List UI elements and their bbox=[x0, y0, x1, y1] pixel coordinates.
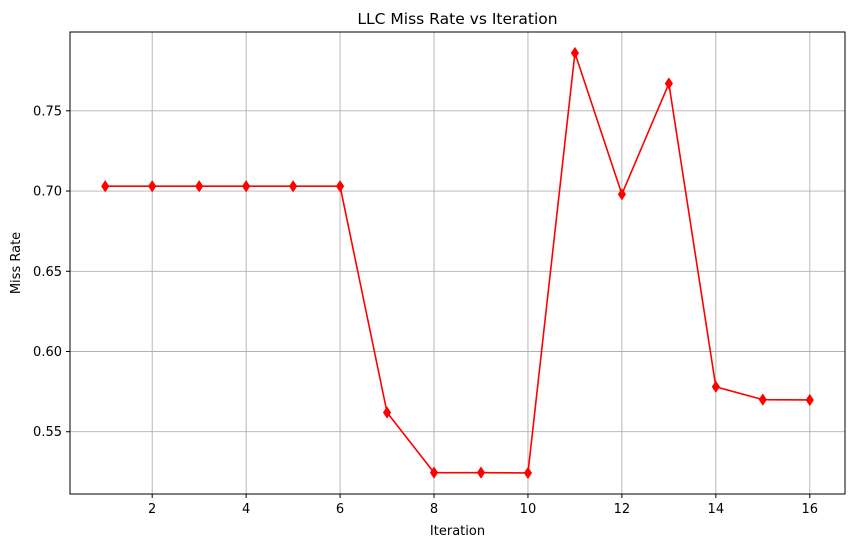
chart-title: LLC Miss Rate vs Iteration bbox=[357, 10, 557, 28]
y-tick-label: 0.70 bbox=[33, 185, 62, 200]
y-tick-label: 0.60 bbox=[33, 345, 62, 360]
data-point-marker bbox=[758, 393, 767, 406]
data-point-marker bbox=[195, 180, 204, 193]
data-point-marker bbox=[476, 466, 486, 479]
data-point-marker bbox=[148, 180, 157, 193]
x-axis-label: Iteration bbox=[430, 524, 485, 539]
y-tick-label: 0.75 bbox=[33, 104, 62, 119]
y-tick-label: 0.65 bbox=[33, 265, 62, 280]
data-point-marker bbox=[335, 180, 345, 193]
data-point-marker bbox=[664, 77, 673, 90]
grid-lines bbox=[70, 32, 845, 494]
x-tick-label: 8 bbox=[430, 502, 438, 517]
plot-frame bbox=[69, 31, 846, 495]
data-point-marker bbox=[382, 406, 392, 419]
data-point-marker bbox=[570, 46, 580, 60]
data-point-marker bbox=[711, 380, 720, 393]
x-tick-label: 10 bbox=[520, 502, 537, 517]
y-axis-label: Miss Rate bbox=[9, 232, 24, 294]
y-axis-ticks: 0.55 0.60 0.65 0.70 0.75 bbox=[33, 104, 70, 440]
data-point-marker bbox=[101, 180, 110, 193]
series-layer bbox=[101, 46, 814, 480]
data-point-marker bbox=[429, 466, 439, 479]
x-tick-label: 2 bbox=[148, 502, 156, 517]
x-tick-label: 4 bbox=[242, 502, 250, 517]
x-tick-label: 12 bbox=[614, 502, 631, 517]
x-axis-ticks: 2 4 6 8 10 12 14 16 bbox=[148, 494, 818, 517]
data-point-marker bbox=[289, 180, 298, 193]
data-point-marker bbox=[805, 393, 814, 407]
y-tick-label: 0.55 bbox=[33, 425, 62, 440]
x-tick-label: 6 bbox=[336, 502, 344, 517]
data-point-marker bbox=[523, 466, 533, 480]
x-tick-label: 14 bbox=[708, 502, 725, 517]
x-tick-label: 16 bbox=[801, 502, 818, 517]
series-line bbox=[105, 52, 810, 474]
data-point-marker bbox=[617, 188, 626, 201]
data-point-marker bbox=[242, 180, 251, 193]
